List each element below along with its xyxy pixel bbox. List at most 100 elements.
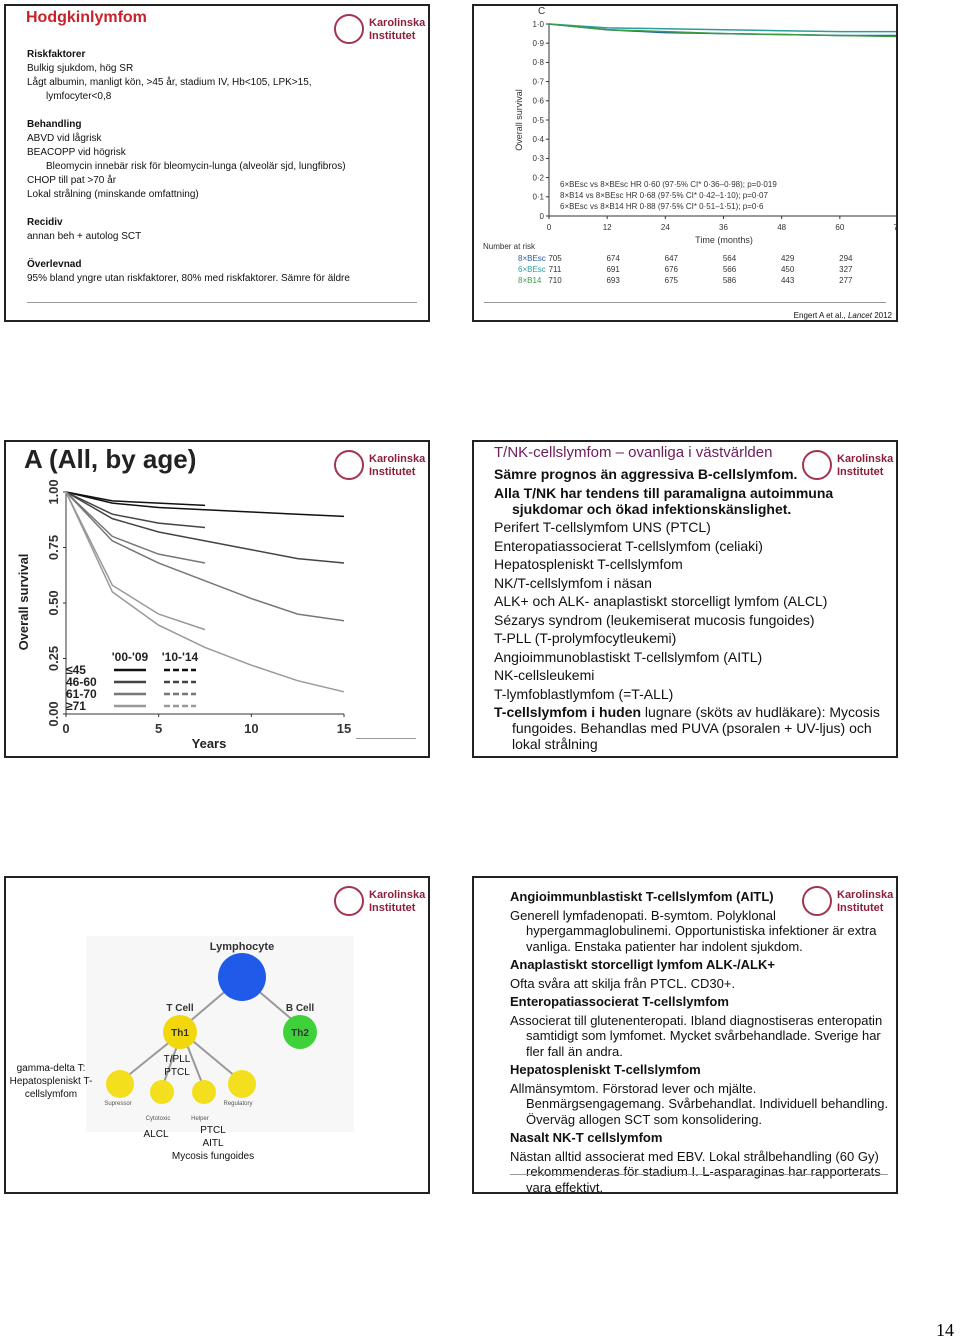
- slide: Karolinska Institutet Angioimmunblastiskt…: [472, 876, 898, 1194]
- logo-text: Institutet: [369, 466, 416, 478]
- y-tick-label: 0·2: [532, 173, 544, 182]
- table-cell: 564: [723, 254, 737, 263]
- text-block: Riskfaktorer Bulkig sjukdom, hög SR Lågt…: [27, 48, 350, 286]
- text: Nästan alltid associerat med EBV. Lokal …: [510, 1148, 881, 1194]
- citation-text: Engert A et al.,: [793, 311, 848, 320]
- legend-label: ≤45: [66, 663, 86, 677]
- annotation: 6×BEsc vs 8×B14 HR 0·88 (97·5% CI* 0·51–…: [560, 202, 764, 211]
- bold-text: T-cellslymfom i huden: [494, 704, 642, 720]
- y-tick-label: 0.00: [46, 701, 61, 726]
- logo: Karolinska Institutet: [334, 450, 425, 484]
- table-cell: 586: [723, 276, 737, 285]
- x-tick-label: 48: [777, 223, 786, 232]
- slide: Karolinska Institutet T/NK-cellslymfom – …: [472, 440, 898, 758]
- heading: Enteropatiassocierat T-cellslymfom: [510, 994, 729, 1009]
- line: Bleomycin innebär risk för bleomycin-lun…: [46, 161, 346, 172]
- table-cell: 676: [665, 265, 679, 274]
- survival-curve: [65, 491, 345, 622]
- citation: Engert A et al., Lancet 2012: [794, 311, 892, 320]
- line: Alla T/NK har tendens till paramaligna a…: [494, 484, 834, 517]
- line: Lågt albumin, manligt kön, >45 år, stadi…: [27, 77, 312, 88]
- table-cell: 705: [548, 254, 562, 263]
- y-tick-label: 0·9: [532, 39, 544, 48]
- text-block: Angioimmunblastiskt T-cellslymfom (AITL)…: [510, 886, 890, 1194]
- legend-label: 46-60: [66, 675, 97, 689]
- legend-label: 61-70: [66, 687, 97, 701]
- legend-label: ≥71: [66, 699, 86, 713]
- y-tick-label: 0·7: [532, 77, 544, 86]
- heading: Hepatospleniskt T-cellslymfom: [510, 1062, 701, 1077]
- node-label: Supressor: [104, 1101, 131, 1107]
- node: [283, 1015, 317, 1049]
- logo-text: Karolinska: [369, 889, 426, 901]
- node: [106, 1070, 134, 1098]
- x-tick-label: 24: [661, 223, 670, 232]
- table-cell: 647: [665, 254, 679, 263]
- slide: Karolinska Institutet Lymphocyte T Cell B…: [4, 876, 430, 1194]
- survival-chart: 0.00 0.25 0.50 0.75 1.00 0 5 10 15 A (All, by age…: [16, 444, 351, 751]
- text: lugnare (sköts av hudläkare): Mycosis fu…: [512, 704, 880, 752]
- survival-curve: [65, 491, 345, 564]
- citation-year: 2012: [871, 311, 892, 320]
- logo-text: Institutet: [837, 466, 884, 478]
- table-title: Number at risk: [483, 242, 536, 251]
- line: ABVD vid lågrisk: [27, 133, 102, 144]
- slide: Hodgkinlymfom Karolinska Institutet Riskf…: [4, 4, 430, 322]
- node-label: Regulatory: [223, 1101, 252, 1107]
- node-label: Th1: [171, 1028, 189, 1039]
- text: Ofta svåra att skilja från PTCL. CD30+.: [510, 975, 736, 991]
- label: PTCL: [164, 1067, 190, 1078]
- slide: 0 0·1 0·2 0·3 0·4 0·5 0·6 0·7 0·8 0·9 1·0 0 12 24 36 48…: [472, 4, 898, 322]
- legend-header: '00-'09: [112, 650, 149, 664]
- row-label: 8×B14: [518, 276, 542, 285]
- line: T-cellslymfom i huden lugnare (sköts av …: [494, 704, 884, 752]
- table-cell: 450: [781, 265, 795, 274]
- y-tick-label: 0·3: [532, 154, 544, 163]
- line: T-PLL (T-prolymfocytleukemi): [494, 630, 677, 646]
- logo-text: Karolinska: [369, 453, 426, 465]
- heading: Anaplastiskt storcelligt lymfom ALK-/ALK…: [510, 957, 775, 972]
- x-tick-label: 15: [337, 721, 351, 736]
- label: Mycosis fungoides: [172, 1151, 254, 1162]
- node-label: B Cell: [286, 1003, 315, 1014]
- slide: 0.00 0.25 0.50 0.75 1.00 0 5 10 15 A (All, by age…: [4, 440, 430, 758]
- annotation: 8×B14 vs 8×BEsc HR 0·68 (97·5% CI* 0·42–…: [560, 191, 768, 200]
- annotation: 6×BEsc vs 8×BEsc HR 0·60 (97·5% CI* 0·36…: [560, 180, 777, 189]
- row-label: 6×BEsc: [518, 265, 546, 274]
- x-tick-label: 60: [835, 223, 844, 232]
- citation-journal: Lancet: [847, 311, 872, 320]
- y-tick-label: 0·8: [532, 58, 544, 67]
- logo-text: Institutet: [369, 902, 416, 914]
- line: NK/T-cellslymfom i näsan: [494, 574, 652, 591]
- y-axis-label: Overall survival: [514, 89, 524, 151]
- label: T/PLL: [164, 1054, 191, 1065]
- survival-curve: [65, 491, 206, 564]
- line: ALK+ och ALK- anaplastiskt storcelligt l…: [494, 593, 828, 609]
- survival-curve: [65, 491, 206, 507]
- line: Enteropatiassocierat T-cellslymfom (celi…: [494, 537, 763, 554]
- line: BEACOPP vid högrisk: [27, 147, 126, 158]
- line: Perifert T-cellslymfom UNS (PTCL): [494, 519, 711, 535]
- table-cell: 675: [665, 276, 679, 285]
- line: Lokal strålning (minskande omfattning): [27, 189, 199, 200]
- panel-label: C: [538, 6, 545, 17]
- table-cell: 443: [781, 276, 795, 285]
- node-label: Lymphocyte: [210, 941, 274, 953]
- x-axis-label: Years: [192, 736, 227, 751]
- x-axis-label: Time (months): [695, 235, 753, 245]
- line: Hepatospleniskt T-cellslymfom: [494, 556, 683, 572]
- table-cell: 710: [548, 276, 562, 285]
- node: [228, 1070, 256, 1098]
- y-tick-label: 0.75: [46, 535, 61, 560]
- logo-text: Institutet: [369, 30, 416, 42]
- table-cell: 691: [606, 265, 620, 274]
- survival-curve: [65, 491, 206, 529]
- lymphocyte-diagram: Lymphocyte T Cell B Cell Th1 Th2 Supress…: [86, 936, 354, 1162]
- logo-text: Institutet: [837, 902, 884, 914]
- rule: [27, 302, 417, 303]
- logo: Karolinska Institutet: [334, 14, 425, 48]
- line: annan beh + autolog SCT: [27, 231, 142, 242]
- x-tick-label: 5: [155, 721, 162, 736]
- heading: Nasalt NK-T cellslymfom: [510, 1130, 663, 1145]
